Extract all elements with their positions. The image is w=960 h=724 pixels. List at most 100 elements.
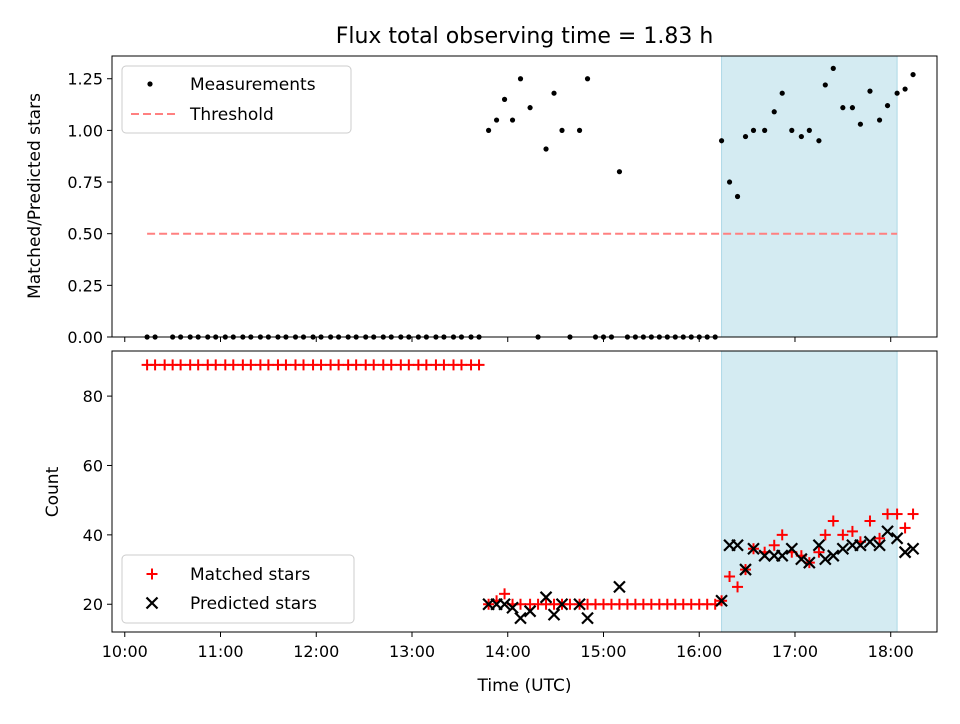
measurement-point xyxy=(830,65,836,71)
matched-star-point xyxy=(333,359,345,371)
measurement-point xyxy=(559,127,565,133)
x-tick-label: 14:00 xyxy=(485,642,531,661)
x-b xyxy=(547,608,561,621)
y-tick-label: 20 xyxy=(83,595,103,614)
matched-star-point xyxy=(473,359,485,371)
y-tick-label: 0.50 xyxy=(67,225,103,244)
bottom-panel: 20 40 60 80 10:00 11:00 12:00 13:00 14:00 15:00 16… xyxy=(83,350,938,661)
measurement-point xyxy=(509,117,516,123)
measurement-point xyxy=(551,90,557,96)
measurement-point xyxy=(742,133,749,140)
matched-star-point xyxy=(438,359,450,371)
matched-star-point xyxy=(827,515,839,527)
predicted-star-point xyxy=(775,549,789,562)
x-b xyxy=(812,538,826,552)
matched-star-point xyxy=(864,515,876,527)
measurement-point xyxy=(517,76,524,82)
matched-star-point xyxy=(732,581,744,593)
x-b xyxy=(739,563,752,576)
x-tick-label: 10:00 xyxy=(102,642,148,661)
x-b xyxy=(775,549,789,562)
predicted-star-point xyxy=(514,611,527,625)
matched-star-point xyxy=(907,508,919,520)
bottom-y-axis-label: Count xyxy=(43,466,63,517)
matched-star-point xyxy=(403,359,415,371)
measurement-point xyxy=(806,127,812,133)
predicted-star-point xyxy=(906,542,920,556)
x-b xyxy=(514,611,527,625)
measurement-point xyxy=(493,117,500,123)
matched-star-point xyxy=(262,359,274,371)
matched-star-point xyxy=(368,359,380,371)
x-tick-label: 18:00 xyxy=(868,642,914,661)
matched-star-point xyxy=(175,359,187,371)
matched-star-point xyxy=(724,570,736,582)
top-y-axis-label: Matched/Predicted stars xyxy=(25,93,45,299)
measurement-point xyxy=(902,86,908,92)
x-b xyxy=(581,611,594,625)
measurement-point xyxy=(718,138,725,144)
measurement-point xyxy=(822,82,828,88)
x-b xyxy=(145,596,159,610)
predicted-star-point xyxy=(731,538,744,552)
x-b xyxy=(506,601,519,614)
matched-star-point xyxy=(846,525,858,537)
x-b xyxy=(803,556,816,569)
x-tick-label: 13:00 xyxy=(389,642,435,661)
measurement-point xyxy=(849,105,856,111)
y-tick-label: 0.00 xyxy=(67,328,103,347)
x-b xyxy=(555,597,569,611)
predicted-star-point xyxy=(785,542,799,556)
measurement-point xyxy=(910,71,916,78)
legend-label: Predicted stars xyxy=(190,594,317,614)
x-b xyxy=(881,525,894,538)
predicted-star-point xyxy=(747,542,760,556)
measurement-point xyxy=(584,76,591,82)
matched-star-point xyxy=(768,539,780,551)
matched-star-point xyxy=(420,359,432,371)
predicted-star-point xyxy=(819,552,832,566)
y-tick-label: 1.25 xyxy=(67,70,103,89)
matched-star-point xyxy=(227,359,239,371)
legend-label: Matched stars xyxy=(190,565,310,585)
legend-label: Measurements xyxy=(190,75,316,95)
x-b xyxy=(826,549,840,562)
measurement-point xyxy=(527,105,533,111)
x-b xyxy=(539,591,553,604)
x-b xyxy=(758,549,771,562)
measurement-point xyxy=(789,127,795,133)
predicted-star-point xyxy=(555,597,569,611)
observing-window-span xyxy=(721,55,898,338)
predicted-star-point xyxy=(581,611,594,625)
figure-title: Flux total observing time = 1.83 h xyxy=(336,24,714,49)
y-tick-label: 80 xyxy=(83,387,103,406)
matched-star-point xyxy=(149,359,161,371)
measurement-point xyxy=(750,127,757,133)
predicted-star-point xyxy=(826,549,840,562)
matched-star-point xyxy=(874,532,886,544)
predicted-star-point xyxy=(539,591,553,604)
measurement-point xyxy=(543,146,549,152)
legend-matched-marker xyxy=(146,568,158,580)
matched-star-point xyxy=(245,359,257,371)
x-b xyxy=(731,538,744,552)
matched-star-point xyxy=(499,588,511,600)
measurement-point xyxy=(501,96,508,102)
x-b xyxy=(573,597,586,611)
x-tick-label: 12:00 xyxy=(293,642,339,661)
y-tick-label: 1.00 xyxy=(67,121,103,140)
legend-box xyxy=(121,65,352,134)
top-panel: 0.00 0.25 0.50 0.75 1.00 1.25 Measurements Thre… xyxy=(67,55,938,347)
matched-star-point xyxy=(564,598,576,610)
predicted-star-point xyxy=(812,538,826,552)
y-tick-label: 0.25 xyxy=(67,276,103,295)
x-axis-label: Time (UTC) xyxy=(477,676,572,696)
x-tick-label: 16:00 xyxy=(676,642,722,661)
predicted-star-point xyxy=(573,597,586,611)
x-b xyxy=(836,542,850,556)
x-b xyxy=(795,552,808,566)
measurement-point xyxy=(762,127,768,133)
matched-star-point xyxy=(455,359,467,371)
observing-window-span xyxy=(721,350,898,633)
predicted-star-point xyxy=(613,580,626,594)
